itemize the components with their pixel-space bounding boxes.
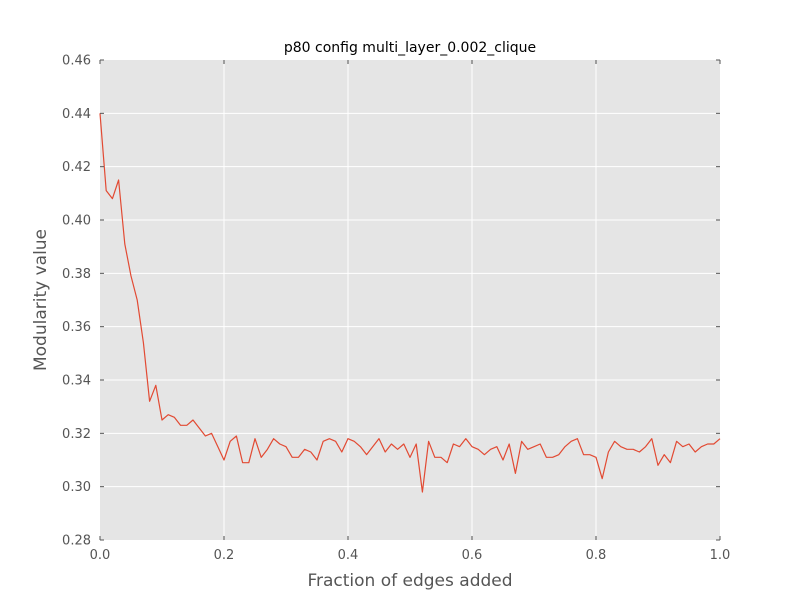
y-tick-label: 0.36 [62, 320, 91, 335]
x-tick-label: 0.6 [462, 548, 483, 563]
plot-area [100, 60, 720, 540]
series-layer [99, 113, 721, 493]
x-axis-label: Fraction of edges added [307, 571, 512, 591]
y-tick-label: 0.40 [62, 214, 91, 229]
ticks [99, 59, 721, 541]
y-tick-label: 0.38 [62, 267, 91, 282]
y-tick-label: 0.42 [62, 160, 91, 175]
x-tick-label: 0.4 [338, 548, 359, 563]
y-tick-label: 0.44 [62, 107, 91, 122]
x-tick-label: 0.0 [90, 548, 111, 563]
y-tick-label: 0.32 [62, 427, 91, 442]
y-tick-label: 0.34 [62, 374, 91, 389]
y-tick-label: 0.46 [62, 54, 91, 69]
y-axis-label: Modularity value [31, 229, 51, 371]
y-tick-label: 0.30 [62, 480, 91, 495]
x-tick-label: 0.8 [586, 548, 607, 563]
chart-title: p80 config multi_layer_0.002_clique [284, 40, 536, 56]
series-line [99, 113, 721, 493]
x-tick-label: 0.2 [214, 548, 235, 563]
x-tick-label: 1.0 [710, 548, 731, 563]
tick-labels: 0.0 0.2 0.4 0.6 0.8 1.0 0.28 0.30 0.32 0.34 0.36 0.… [62, 54, 730, 564]
y-tick-label: 0.28 [62, 534, 91, 549]
